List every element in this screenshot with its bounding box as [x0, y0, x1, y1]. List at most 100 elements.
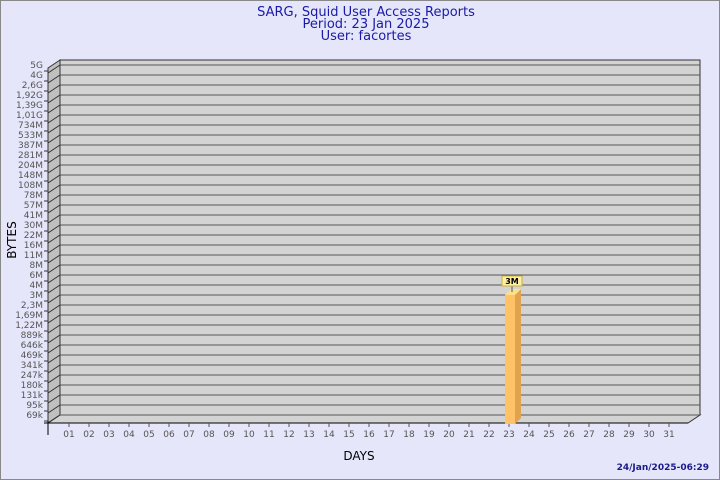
x-tick-label: 01	[63, 430, 74, 440]
x-tick-label: 15	[343, 430, 354, 440]
x-tick-label: 07	[183, 430, 194, 440]
grid-line-side	[47, 204, 61, 214]
grid-line-side	[47, 244, 61, 254]
x-tick-label: 31	[663, 430, 674, 440]
x-tick-label: 05	[143, 430, 154, 440]
x-tick-label: 13	[303, 430, 314, 440]
y-tick-label: 734M	[18, 121, 43, 131]
x-tick-label: 25	[543, 430, 554, 440]
x-tick-label: 30	[643, 430, 655, 440]
y-tick-label: 30M	[24, 221, 43, 231]
data-label: 3M	[505, 277, 519, 286]
x-tick-label: 08	[203, 430, 215, 440]
grid-line-side	[47, 314, 61, 324]
plot-back-wall	[59, 59, 701, 416]
x-tick-label: 19	[423, 430, 435, 440]
y-tick-label: 281M	[18, 151, 43, 161]
x-tick-label: 04	[123, 430, 135, 440]
x-tick-label: 14	[323, 430, 335, 440]
y-tick-label: 3M	[30, 291, 44, 301]
y-tick-label: 341k	[21, 361, 44, 371]
y-tick-label: 1,01G	[16, 111, 43, 121]
y-tick-label: 1,92G	[16, 91, 43, 101]
y-tick-label: 2,6G	[22, 81, 43, 91]
grid-line-side	[47, 224, 61, 234]
grid-line-side	[47, 134, 61, 144]
bar-23	[505, 295, 515, 424]
grid-line-side	[47, 94, 61, 104]
x-axis-label: DAYS	[343, 449, 374, 463]
y-tick-label: 889k	[21, 331, 44, 341]
y-tick-label: 204M	[18, 161, 43, 171]
x-tick-label: 02	[83, 430, 94, 440]
bar-top	[505, 289, 521, 295]
grid-line-side	[47, 154, 61, 164]
grid-line-side	[47, 284, 61, 294]
grid-line-side	[47, 334, 61, 344]
timestamp: 24/Jan/2025-06:29	[617, 463, 709, 473]
grid-line-side	[47, 264, 61, 274]
grid-line-side	[47, 234, 61, 244]
grid-line-side	[47, 144, 61, 154]
y-tick-label: 131k	[21, 391, 44, 401]
y-tick-label: 1,22M	[15, 321, 43, 331]
y-tick-label: 5G	[30, 61, 43, 71]
chart-user: User: facortes	[321, 29, 412, 44]
y-tick-label: 469k	[21, 351, 44, 361]
x-tick-label: 18	[403, 430, 415, 440]
grid-line-side	[47, 374, 61, 384]
x-tick-label: 16	[363, 430, 375, 440]
x-tick-label: 24	[523, 430, 535, 440]
grid-line-side	[47, 84, 61, 94]
grid-line-side	[47, 74, 61, 84]
x-tick-label: 22	[483, 430, 494, 440]
grid-line-side	[47, 64, 61, 74]
y-tick-label: 180k	[21, 381, 44, 391]
y-axis-label: BYTES	[5, 221, 19, 258]
y-tick-label: 247k	[21, 371, 44, 381]
x-tick-label: 11	[263, 430, 274, 440]
y-tick-label: 533M	[18, 131, 43, 141]
grid-line-side	[47, 324, 61, 334]
y-tick-label: 4G	[30, 71, 43, 81]
y-tick-label: 108M	[18, 181, 43, 191]
x-tick-label: 20	[443, 430, 455, 440]
grid-line-side	[47, 164, 61, 174]
y-tick-label: 6M	[30, 271, 44, 281]
grid-line-side	[47, 274, 61, 284]
y-tick-label: 4M	[30, 281, 44, 291]
x-tick-label: 28	[603, 430, 615, 440]
grid-line-side	[47, 104, 61, 114]
grid-line-side	[47, 174, 61, 184]
x-tick-label: 23	[503, 430, 514, 440]
grid-line-side	[47, 294, 61, 304]
grid-line-side	[47, 344, 61, 354]
x-tick-label: 27	[583, 430, 594, 440]
x-tick-label: 21	[463, 430, 474, 440]
y-tick-label: 95k	[26, 401, 43, 411]
grid-line-side	[47, 414, 61, 424]
bar-side	[515, 289, 521, 424]
x-tick-label: 12	[283, 430, 294, 440]
grid-line-side	[47, 214, 61, 224]
y-tick-label: 2,3M	[21, 301, 43, 311]
grid-line-side	[47, 254, 61, 264]
grid-line-side	[47, 124, 61, 134]
x-tick-label: 10	[243, 430, 255, 440]
grid-line-side	[47, 404, 61, 414]
y-tick-label: 387M	[18, 141, 43, 151]
x-tick-label: 26	[563, 430, 575, 440]
y-tick-label: 1,39G	[16, 101, 43, 111]
y-tick-label: 41M	[24, 211, 43, 221]
grid-line-side	[47, 184, 61, 194]
grid-line-side	[47, 304, 61, 314]
chart-title: SARG, Squid User Access Reports	[257, 5, 475, 20]
y-tick-label: 16M	[24, 241, 43, 251]
x-tick-label: 03	[103, 430, 114, 440]
chart-period: Period: 23 Jan 2025	[303, 17, 430, 32]
y-tick-label: 148M	[18, 171, 43, 181]
grid-line-side	[47, 394, 61, 404]
x-tick-label: 06	[163, 430, 175, 440]
grid-line-side	[47, 384, 61, 394]
